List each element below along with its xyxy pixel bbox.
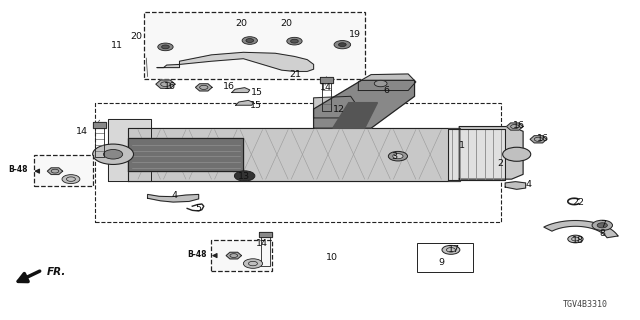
Circle shape xyxy=(104,149,123,159)
Text: 16: 16 xyxy=(537,134,549,143)
Circle shape xyxy=(242,37,257,44)
Circle shape xyxy=(234,171,255,181)
Polygon shape xyxy=(148,195,198,202)
Circle shape xyxy=(374,80,387,87)
Circle shape xyxy=(502,147,531,161)
Text: 8: 8 xyxy=(600,229,605,238)
Bar xyxy=(145,12,365,79)
Circle shape xyxy=(158,43,173,51)
Text: 16: 16 xyxy=(164,82,176,91)
Polygon shape xyxy=(320,77,333,83)
Circle shape xyxy=(592,220,612,230)
Text: 6: 6 xyxy=(384,86,390,95)
Text: 10: 10 xyxy=(326,253,339,262)
Text: 4: 4 xyxy=(525,180,532,189)
Text: 20: 20 xyxy=(131,32,143,41)
Circle shape xyxy=(287,37,302,45)
Text: 15: 15 xyxy=(250,101,262,110)
Polygon shape xyxy=(333,103,378,128)
Polygon shape xyxy=(226,252,241,259)
Circle shape xyxy=(597,223,607,228)
Text: 9: 9 xyxy=(438,258,444,267)
Circle shape xyxy=(393,154,403,159)
Text: 5: 5 xyxy=(195,204,202,213)
Bar xyxy=(211,240,272,271)
Polygon shape xyxy=(129,138,243,171)
Text: 12: 12 xyxy=(333,105,345,114)
Text: 19: 19 xyxy=(349,30,361,39)
Text: 16: 16 xyxy=(223,82,235,91)
Text: 22: 22 xyxy=(572,197,584,206)
Circle shape xyxy=(388,151,408,161)
Text: B-48: B-48 xyxy=(187,250,206,259)
Polygon shape xyxy=(232,88,250,92)
Bar xyxy=(95,103,500,222)
Polygon shape xyxy=(506,123,523,130)
Polygon shape xyxy=(93,122,106,127)
Text: 20: 20 xyxy=(236,19,248,28)
Text: 17: 17 xyxy=(448,245,460,254)
Text: B-48: B-48 xyxy=(8,165,28,174)
Circle shape xyxy=(339,43,346,47)
Text: 7: 7 xyxy=(600,220,605,229)
Text: 1: 1 xyxy=(460,141,465,150)
Text: FR.: FR. xyxy=(47,267,66,277)
Polygon shape xyxy=(505,182,525,189)
Polygon shape xyxy=(358,74,416,91)
Polygon shape xyxy=(156,80,175,88)
Text: 4: 4 xyxy=(172,191,178,200)
Text: 11: 11 xyxy=(111,41,124,51)
Polygon shape xyxy=(460,126,523,179)
Polygon shape xyxy=(314,80,415,128)
Polygon shape xyxy=(129,128,461,181)
Circle shape xyxy=(291,39,298,43)
Polygon shape xyxy=(314,96,358,118)
Polygon shape xyxy=(448,129,505,180)
Polygon shape xyxy=(259,232,272,237)
Polygon shape xyxy=(530,136,547,143)
Text: TGV4B3310: TGV4B3310 xyxy=(563,300,607,308)
Circle shape xyxy=(568,235,583,243)
Circle shape xyxy=(442,245,460,254)
Text: 16: 16 xyxy=(513,121,525,130)
Polygon shape xyxy=(236,100,253,105)
Circle shape xyxy=(334,41,351,49)
Text: 13: 13 xyxy=(238,172,250,181)
Text: 3: 3 xyxy=(392,152,397,161)
Text: 21: 21 xyxy=(289,70,301,79)
Polygon shape xyxy=(157,52,314,71)
Text: 18: 18 xyxy=(572,236,584,245)
Bar xyxy=(34,155,93,186)
Polygon shape xyxy=(195,84,212,91)
Polygon shape xyxy=(108,119,151,181)
Circle shape xyxy=(162,45,170,49)
Text: 14: 14 xyxy=(320,83,332,92)
Circle shape xyxy=(93,144,134,164)
Text: 15: 15 xyxy=(251,88,263,97)
Circle shape xyxy=(243,259,262,268)
Text: 14: 14 xyxy=(256,239,268,248)
Bar xyxy=(417,243,473,272)
Text: 20: 20 xyxy=(280,19,292,28)
Text: 2: 2 xyxy=(497,159,504,168)
Polygon shape xyxy=(47,168,63,174)
Text: 14: 14 xyxy=(76,127,88,136)
Circle shape xyxy=(62,175,80,184)
Circle shape xyxy=(246,39,253,43)
Polygon shape xyxy=(544,220,618,238)
